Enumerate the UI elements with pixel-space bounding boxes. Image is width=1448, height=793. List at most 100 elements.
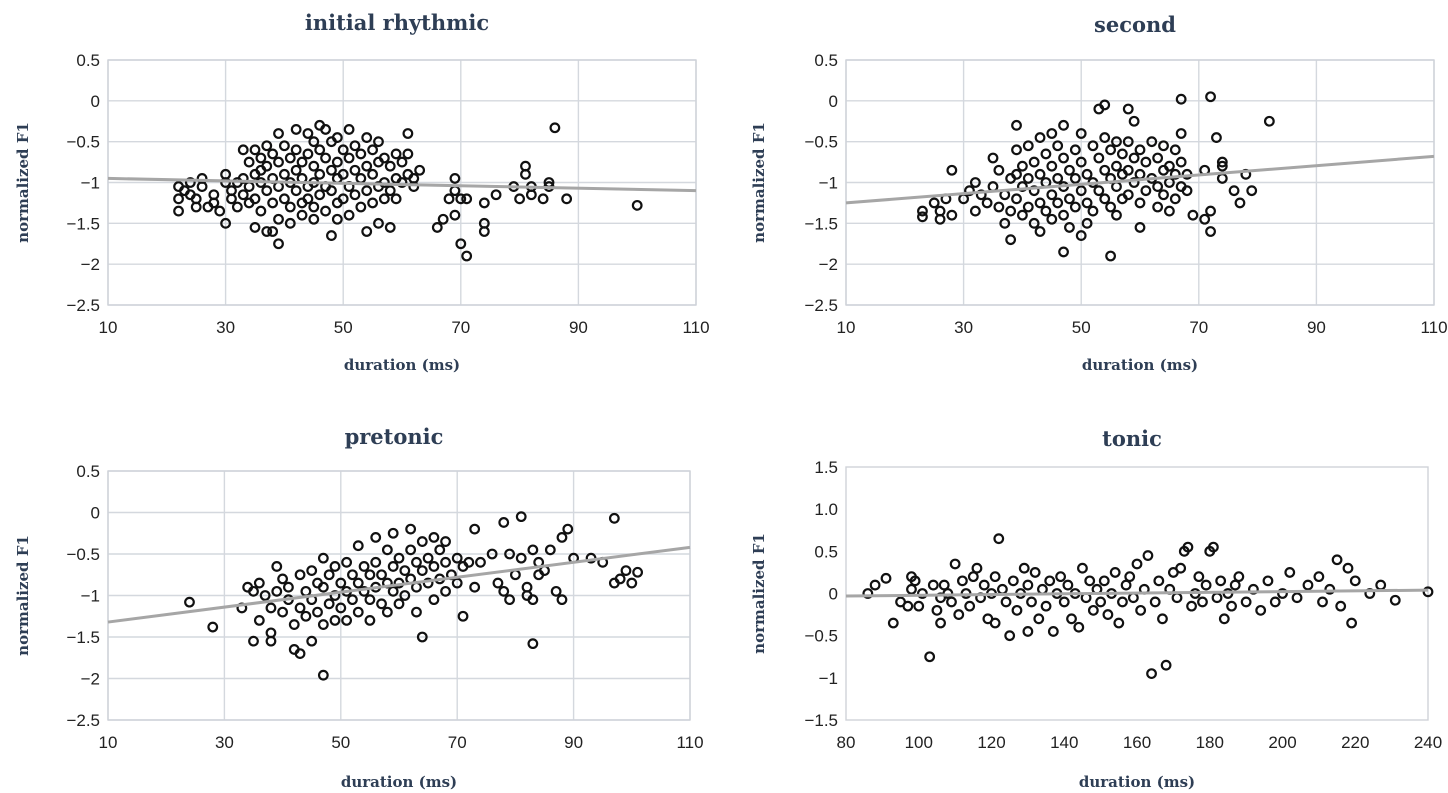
data-point xyxy=(378,193,390,205)
data-point xyxy=(302,193,314,205)
data-point xyxy=(451,552,463,564)
x-tick-label: 110 xyxy=(676,733,703,752)
data-point xyxy=(934,213,946,225)
data-point xyxy=(361,185,373,197)
data-point xyxy=(440,536,451,547)
x-tick-label: 70 xyxy=(448,733,467,752)
x-axis-label: duration (ms) xyxy=(341,773,457,791)
data-point xyxy=(320,205,331,217)
data-point xyxy=(207,621,219,633)
data-point xyxy=(1046,128,1058,139)
data-point xyxy=(243,156,255,168)
data-point xyxy=(1109,567,1121,578)
x-tick-label: 80 xyxy=(837,733,856,752)
x-tick-label: 120 xyxy=(977,733,1005,752)
data-point xyxy=(1046,189,1058,201)
data-point xyxy=(938,579,950,591)
data-point xyxy=(1335,600,1347,612)
data-point xyxy=(946,164,958,176)
data-point xyxy=(1087,205,1099,217)
data-point xyxy=(390,148,402,160)
data-point xyxy=(1128,152,1140,164)
data-point xyxy=(411,556,422,568)
data-point xyxy=(1216,160,1228,172)
data-point xyxy=(1047,626,1059,637)
chart-title: pretonic xyxy=(345,424,444,449)
x-tick-label: 50 xyxy=(331,733,350,752)
data-point xyxy=(308,136,320,148)
data-point xyxy=(981,197,993,209)
y-tick-label: −0.5 xyxy=(66,133,100,152)
data-point xyxy=(265,635,277,647)
data-point xyxy=(1028,156,1040,168)
data-point xyxy=(249,222,261,233)
y-tick-label: 1.5 xyxy=(814,458,838,477)
data-point xyxy=(1037,583,1048,595)
y-axis-label: normalized F1 xyxy=(750,122,768,243)
data-point xyxy=(306,635,318,647)
data-point xyxy=(1040,205,1052,217)
data-point xyxy=(337,144,349,156)
data-point xyxy=(1149,596,1161,608)
data-point xyxy=(422,577,434,589)
data-point xyxy=(1158,140,1169,152)
data-point xyxy=(1142,550,1154,561)
data-point xyxy=(1018,562,1030,574)
data-point xyxy=(946,209,958,221)
data-point xyxy=(913,600,925,612)
data-point xyxy=(1069,201,1081,213)
data-point xyxy=(237,189,249,201)
data-point xyxy=(1105,144,1117,156)
data-point xyxy=(510,569,521,581)
data-point xyxy=(514,193,525,205)
data-point xyxy=(909,575,921,587)
data-point xyxy=(1122,164,1134,176)
chart-initial-rhythmic: 10 30 50 70 90 110 0.5 0 −0.5 −1 −1.5 −2 −2.5 initial… xyxy=(0,0,712,395)
plot-area-frame xyxy=(107,470,691,721)
data-point xyxy=(1181,185,1193,197)
data-point xyxy=(308,201,320,213)
data-point xyxy=(1022,626,1034,637)
data-point xyxy=(1246,185,1258,197)
data-point xyxy=(331,132,343,143)
data-point xyxy=(312,606,323,618)
data-point xyxy=(1095,596,1107,608)
data-point xyxy=(989,571,1001,583)
data-point xyxy=(1164,205,1175,217)
y-tick-label: 0.5 xyxy=(814,51,838,70)
data-point xyxy=(314,144,326,156)
data-point xyxy=(283,581,294,593)
data-point xyxy=(935,617,946,629)
data-point xyxy=(317,619,329,630)
data-point xyxy=(1081,197,1093,209)
data-point xyxy=(461,250,473,262)
data-point xyxy=(1291,592,1303,604)
data-point xyxy=(355,148,367,160)
data-point xyxy=(949,558,961,570)
data-point xyxy=(928,197,940,209)
data-point xyxy=(196,181,208,192)
data-point xyxy=(399,590,411,601)
data-point xyxy=(378,177,390,188)
data-point xyxy=(294,569,306,581)
data-point xyxy=(449,173,461,184)
data-point xyxy=(273,128,284,139)
chart-second: 10 30 50 70 90 110 0.5 0 −0.5 −1 −1.5 −2 −2.5 second d… xyxy=(736,0,1448,395)
data-point xyxy=(1331,554,1343,566)
data-point xyxy=(978,579,990,591)
data-point xyxy=(1022,173,1034,184)
y-tick-label: 0 xyxy=(829,92,838,111)
trend-line xyxy=(845,154,1435,205)
data-point xyxy=(1022,201,1034,213)
data-point xyxy=(428,561,440,572)
data-point xyxy=(1240,596,1252,608)
data-point xyxy=(1127,592,1139,604)
data-point xyxy=(1200,579,1212,591)
y-tick-label: −1 xyxy=(81,587,100,606)
data-point xyxy=(964,600,976,612)
data-point xyxy=(1135,604,1147,616)
data-point xyxy=(1093,185,1105,197)
y-tick-label: 0.5 xyxy=(76,51,100,70)
y-tick-label: −0.5 xyxy=(66,545,100,564)
data-point xyxy=(1248,583,1259,595)
